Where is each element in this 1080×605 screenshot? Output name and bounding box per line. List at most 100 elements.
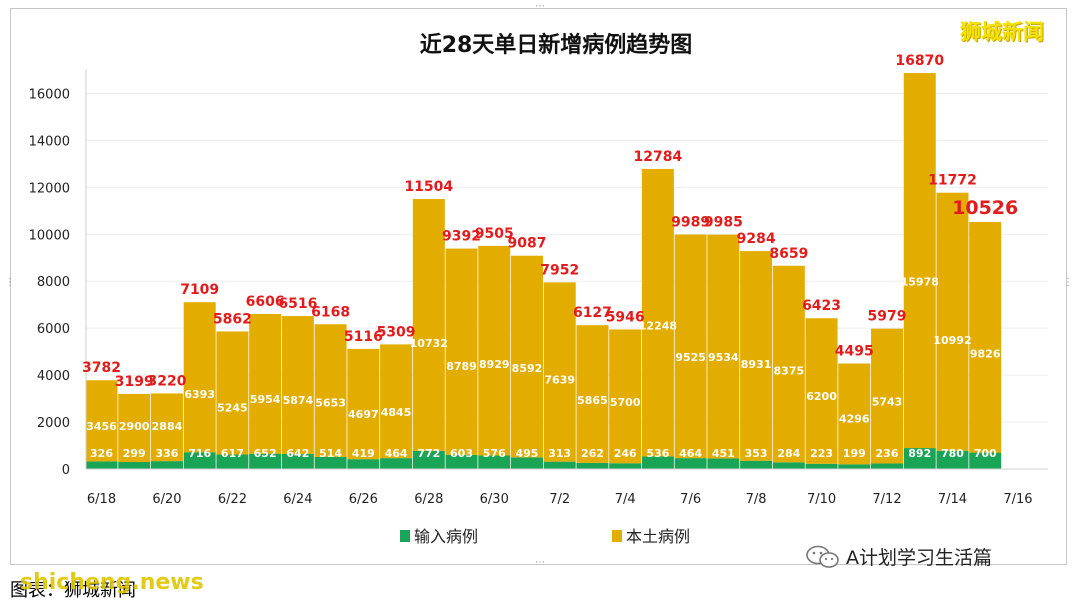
bar-local <box>249 313 282 454</box>
data-label-import: 892 <box>908 447 931 460</box>
data-label-import: 326 <box>90 447 113 460</box>
data-label-local: 5700 <box>610 396 641 409</box>
x-tick-label: 6/22 <box>218 492 247 507</box>
bar-local <box>740 251 773 461</box>
x-tick-label: 6/20 <box>152 492 181 507</box>
y-tick-label: 4000 <box>37 369 70 384</box>
data-label-local: 5874 <box>283 394 314 407</box>
y-tick-label: 2000 <box>37 416 70 431</box>
bar-local <box>314 324 347 457</box>
bar-local <box>347 348 380 460</box>
resize-handle-top[interactable]: ⋯ <box>535 1 545 12</box>
bar-import <box>641 456 674 469</box>
x-tick-label: 7/12 <box>872 492 901 507</box>
data-label-local: 12248 <box>639 319 677 332</box>
x-tick-label: 7/4 <box>615 492 636 507</box>
bar-import <box>871 463 904 469</box>
source-caption: 图表：狮城新闻 <box>10 580 136 601</box>
data-label-import: 514 <box>319 447 342 460</box>
data-label-total: 3220 <box>147 373 186 389</box>
data-label-total: 12784 <box>634 149 683 165</box>
resize-handle-right[interactable]: ⋮ <box>1063 277 1073 288</box>
data-label-local: 6200 <box>806 390 837 403</box>
data-label-import: 603 <box>450 447 473 460</box>
bar-import <box>478 455 511 469</box>
data-label-local: 5743 <box>872 396 903 409</box>
data-label-total: 5116 <box>344 329 383 345</box>
data-label-import: 199 <box>843 447 866 460</box>
bar-import <box>838 464 871 469</box>
data-label-import: 299 <box>123 447 146 460</box>
bar-import <box>903 448 936 469</box>
bar-local <box>576 325 609 463</box>
data-label-import: 464 <box>679 447 702 460</box>
data-label-local: 10992 <box>933 334 971 347</box>
data-label-import: 576 <box>483 447 506 460</box>
x-tick-label: 7/16 <box>1003 492 1032 507</box>
data-label-local: 8929 <box>479 358 510 371</box>
data-label-import: 716 <box>188 447 211 460</box>
bar-import <box>969 452 1002 469</box>
bar-import <box>510 457 543 469</box>
data-label-total: 5862 <box>213 311 252 327</box>
bar-import <box>249 453 282 469</box>
bar-local <box>936 192 969 451</box>
data-label-local: 4697 <box>348 408 379 421</box>
data-label-local: 7639 <box>544 373 575 386</box>
data-label-local: 6393 <box>184 388 215 401</box>
data-label-total: 8659 <box>769 246 808 262</box>
resize-handle-left[interactable]: ⋮ <box>5 277 15 288</box>
bar-local <box>871 328 904 464</box>
data-label-total: 7109 <box>180 282 219 298</box>
data-label-total: 6423 <box>802 298 841 314</box>
y-tick-label: 12000 <box>29 181 70 196</box>
x-tick-label: 7/8 <box>746 492 767 507</box>
bar-local <box>969 221 1002 453</box>
data-label-total: 16870 <box>895 53 944 69</box>
bar-import <box>707 458 740 469</box>
chart-frame <box>10 8 1067 565</box>
data-label-local: 3456 <box>86 420 117 433</box>
x-tick-label: 6/24 <box>283 492 312 507</box>
bar-import <box>674 458 707 469</box>
resize-handle-bottom[interactable]: ⋯ <box>535 557 545 568</box>
data-labels: 326 3456 3782 299 2900 3199 336 2884 3220 716 6393… <box>82 53 1018 460</box>
bar-import <box>314 456 347 469</box>
data-label-local: 15978 <box>901 275 939 288</box>
data-label-import: 700 <box>974 447 997 460</box>
data-label-total: 9989 <box>671 215 710 231</box>
bar-import <box>347 459 380 469</box>
data-label-total: 9087 <box>508 236 547 252</box>
bar-local <box>609 329 642 464</box>
data-label-total: 5979 <box>868 309 907 325</box>
bar-local <box>772 265 805 463</box>
bar-local <box>183 302 216 453</box>
y-tick-label: 10000 <box>29 228 70 243</box>
y-tick-label: 16000 <box>29 87 70 102</box>
data-label-import: 262 <box>581 447 604 460</box>
data-label-total: 9392 <box>442 229 481 245</box>
data-label-total: 6168 <box>311 304 350 320</box>
data-label-import: 772 <box>417 447 440 460</box>
y-tick-label: 14000 <box>29 134 70 149</box>
data-label-local: 8375 <box>774 365 805 378</box>
legend-label-import: 输入病例 <box>414 527 478 546</box>
legend-swatch-local <box>612 530 622 542</box>
bar-local <box>543 282 576 462</box>
account-watermark: A计划学习生活篇 <box>806 543 992 570</box>
bar-import <box>609 463 642 469</box>
legend: 输入病例 本土病例 <box>400 527 690 546</box>
data-label-local: 4845 <box>381 406 412 419</box>
data-label-import: 284 <box>777 447 800 460</box>
bar-import <box>936 450 969 469</box>
data-label-total: 11772 <box>928 173 977 189</box>
data-label-local: 8592 <box>512 362 543 375</box>
data-label-total: 6516 <box>278 296 317 312</box>
data-label-total: 9505 <box>475 226 514 242</box>
data-label-local: 9525 <box>675 351 706 364</box>
data-label-local: 8931 <box>741 358 772 371</box>
data-label-import: 223 <box>810 447 833 460</box>
data-label-local: 9534 <box>708 351 739 364</box>
bar-local <box>674 234 707 459</box>
